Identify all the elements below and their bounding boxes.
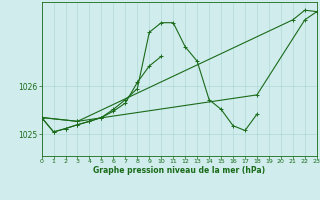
X-axis label: Graphe pression niveau de la mer (hPa): Graphe pression niveau de la mer (hPa) xyxy=(93,166,265,175)
